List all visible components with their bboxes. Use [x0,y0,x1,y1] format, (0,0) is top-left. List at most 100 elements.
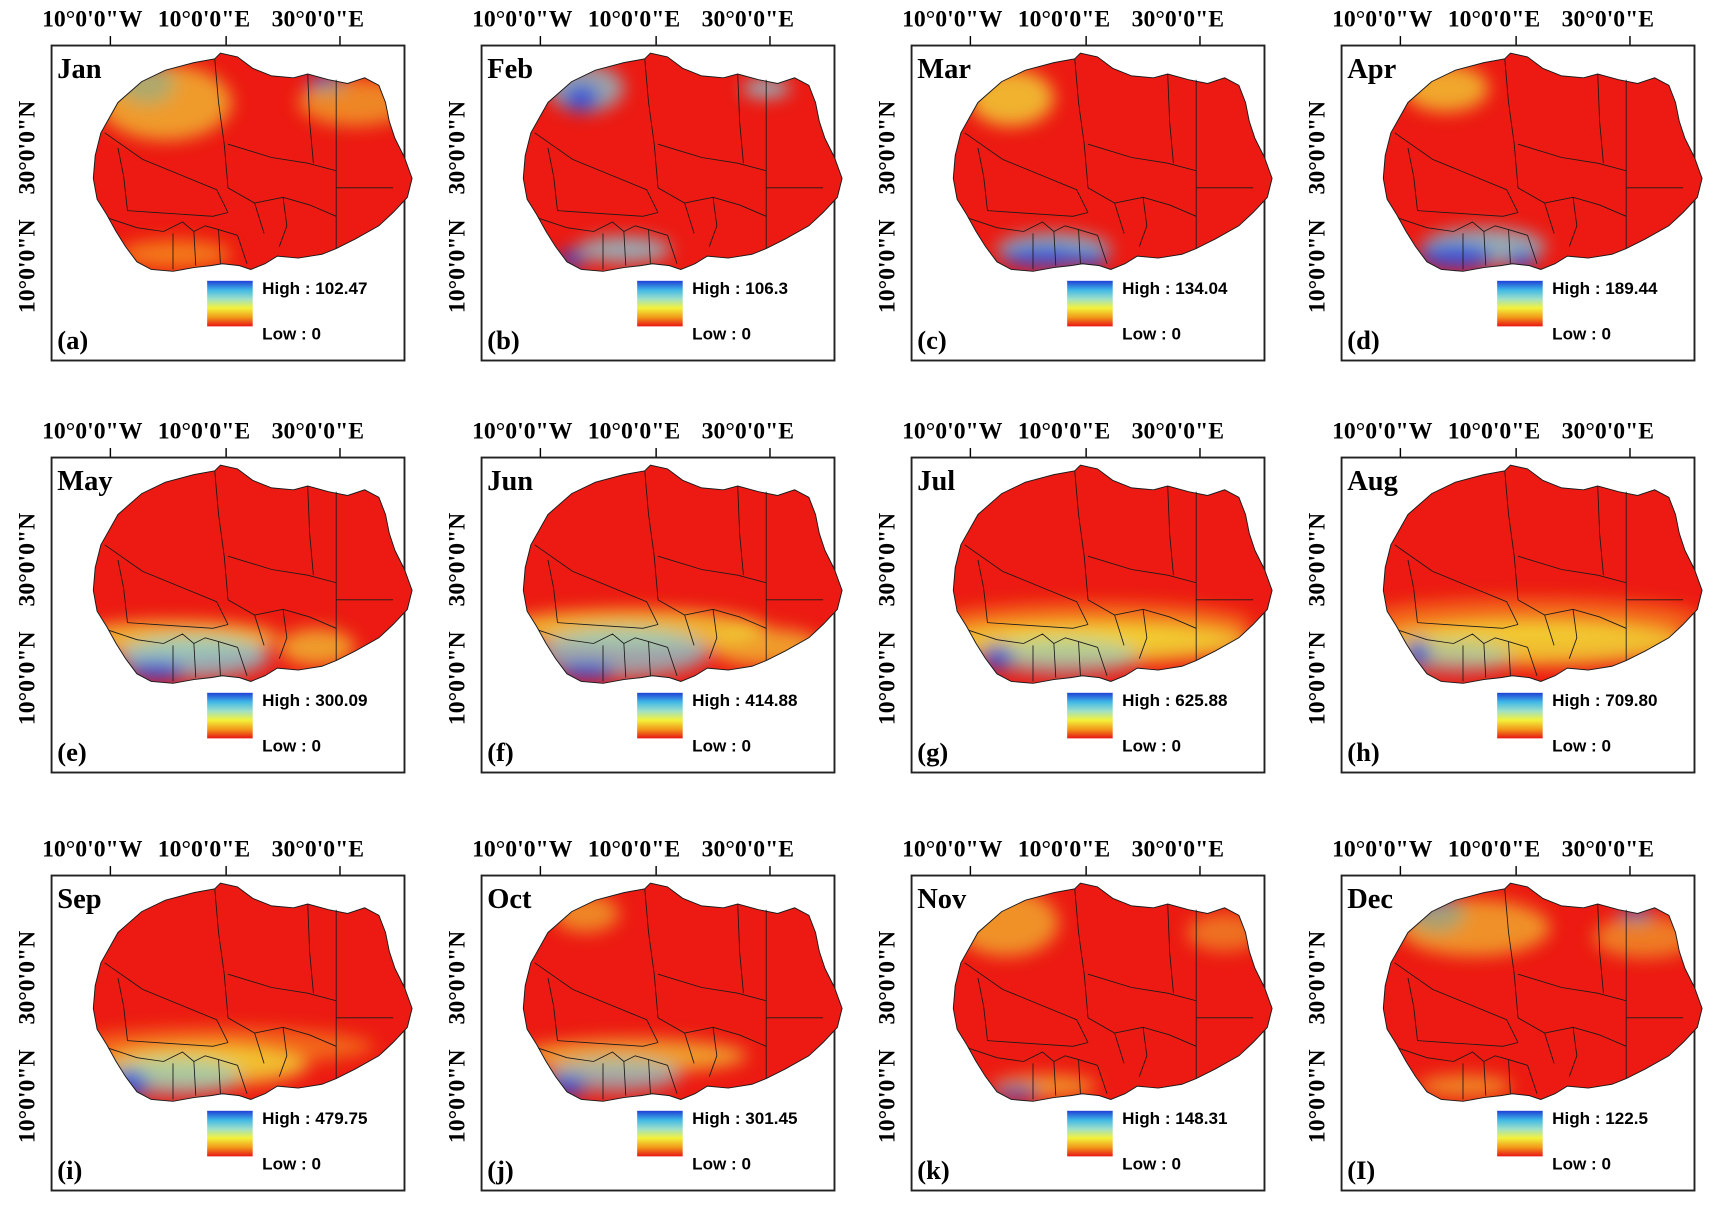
country-border [227,143,337,172]
country-border [1483,1061,1487,1096]
country-border [593,221,668,236]
country-border [1087,973,1197,1002]
country-border [657,143,767,172]
country-border [1394,544,1519,625]
longitude-label: 30°0'0"E [1562,837,1654,863]
map-panel-jan: 10°0'0"W 10°0'0"E 30°0'0"E 30°0'0"N 10°0'0"N… [0,0,420,370]
legend-colorbar [1497,692,1543,739]
country-border [1517,973,1627,1002]
legend-high-label: High : 102.47 [262,279,367,298]
legend-colorbar [1067,692,1113,739]
legend-colorbar [637,1110,683,1157]
panel-letter: (k) [917,1155,949,1185]
longitude-label: 10°0'0"W [902,837,1003,863]
country-border [218,1059,221,1094]
country-border [1023,1051,1098,1066]
country-border [593,633,668,648]
country-border [237,235,248,264]
country-border [667,647,678,676]
country-border [1398,1047,1454,1062]
country-border [1398,629,1454,644]
country-border [964,544,1089,625]
longitude-label: 10°0'0"E [588,837,680,863]
country-border [557,210,659,217]
country-border [1167,903,1174,994]
country-border [1508,229,1511,264]
country-border [534,132,659,213]
legend-high-label: High : 148.31 [1122,1109,1228,1128]
country-border [108,217,164,232]
country-border [1398,217,1454,232]
country-border [218,641,221,676]
map-svg: 10°0'0"W 10°0'0"E 30°0'0"E 30°0'0"N 10°0'0"N… [14,419,413,774]
latitude-label: 30°0'0"N [14,931,40,1025]
panel-letter: (i) [57,1155,82,1185]
country-border [1053,231,1057,266]
legend-high-label: High : 479.75 [262,1109,368,1128]
country-border [1597,485,1604,576]
country-border [127,210,229,217]
longitude-label: 30°0'0"E [1132,837,1224,863]
country-border [968,217,1024,232]
country-border [1568,609,1578,659]
latitude-label: 30°0'0"N [1304,513,1330,607]
country-border [667,235,678,264]
map-panel-mar: 10°0'0"W 10°0'0"E 30°0'0"E 30°0'0"N 10°0'0"N… [860,0,1280,370]
legend-low-label: Low : 0 [1552,1155,1611,1174]
country-border [1453,1051,1528,1066]
legend-low-label: Low : 0 [1552,737,1611,756]
longitude-label: 10°0'0"E [158,419,250,445]
longitude-label: 10°0'0"W [1332,837,1433,863]
country-border [1517,599,1627,629]
country-border [163,633,238,648]
country-border [1597,903,1604,994]
country-border [987,1040,1089,1047]
country-border [534,544,659,625]
country-border [667,1065,678,1094]
longitude-label: 10°0'0"E [158,7,250,33]
country-border [237,1065,248,1094]
country-border [557,622,659,629]
country-border [1517,555,1627,584]
month-label: Apr [1347,54,1396,85]
country-border [1453,633,1528,648]
country-border [1167,485,1174,576]
latitude-label: 30°0'0"N [1304,931,1330,1025]
country-border [708,1027,718,1077]
legend-low-label: Low : 0 [1552,325,1611,344]
country-border [1568,1027,1578,1077]
country-border [1023,221,1098,236]
country-border [1508,1059,1511,1094]
country-border [964,962,1089,1043]
country-border [623,231,627,266]
panel-letter: (g) [917,737,948,767]
country-border [237,647,248,676]
country-border [1023,633,1098,648]
country-border [684,202,695,234]
country-border [648,641,651,676]
map-panel-apr: 10°0'0"W 10°0'0"E 30°0'0"E 30°0'0"N 10°0'0"N… [1290,0,1710,370]
map-svg: 10°0'0"W 10°0'0"E 30°0'0"E 30°0'0"N 10°0'0"N… [444,837,843,1192]
coastline [1382,882,1703,1102]
latitude-label: 30°0'0"N [874,101,900,195]
country-border [1527,647,1538,676]
coastline [522,52,843,272]
month-label: Aug [1347,466,1398,497]
country-border [1097,647,1108,676]
longitude-label: 10°0'0"W [472,7,573,33]
legend-colorbar [207,280,253,327]
panel-letter: (d) [1347,325,1379,355]
country-border [218,229,221,264]
country-border [1407,977,1418,1041]
month-label: Nov [917,884,967,915]
country-border [1483,231,1487,266]
latitude-label: 30°0'0"N [874,513,900,607]
country-border [708,197,718,247]
legend-colorbar [1067,280,1113,327]
legend-high-label: High : 189.44 [1552,279,1658,298]
legend-colorbar [1067,1110,1113,1157]
country-border [964,132,1089,213]
legend-low-label: Low : 0 [262,737,321,756]
country-border [108,629,164,644]
map-panel-oct: 10°0'0"W 10°0'0"E 30°0'0"E 30°0'0"N 10°0'0"N… [430,830,850,1200]
